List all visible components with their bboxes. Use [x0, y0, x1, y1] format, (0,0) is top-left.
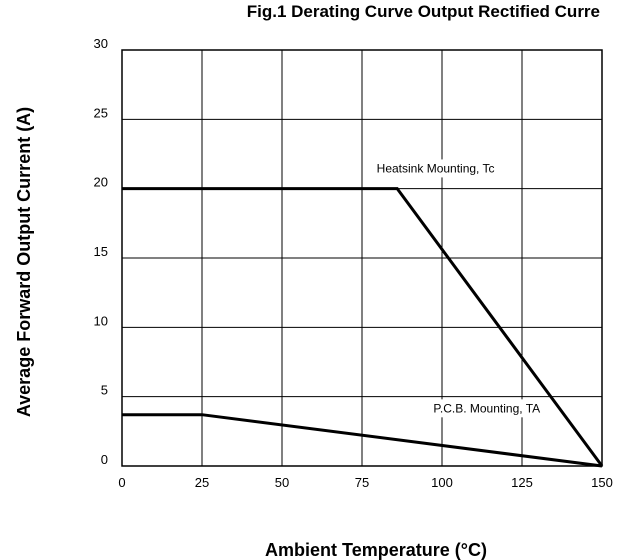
y-tick-label: 30 — [94, 36, 108, 51]
x-tick-label: 25 — [195, 475, 209, 490]
x-tick-label: 75 — [355, 475, 369, 490]
x-tick-label: 150 — [591, 475, 613, 490]
annotations-layer: Heatsink Mounting, Tc P.C.B. Mounting, TA — [372, 159, 545, 418]
x-tick-label: 125 — [511, 475, 533, 490]
x-tick-label: 50 — [275, 475, 289, 490]
series-layer — [122, 187, 604, 468]
annotation-background — [372, 159, 499, 178]
series-line-2 — [122, 413, 603, 468]
plot-frame — [121, 49, 603, 467]
series-line-1 — [122, 187, 604, 467]
chart-title: Fig.1 Derating Curve Output Rectified Cu… — [247, 2, 600, 21]
annotation-label: Heatsink Mounting, Tc — [377, 161, 495, 175]
y-tick-label: 5 — [101, 383, 108, 398]
x-axis-label: Ambient Temperature (°C) — [265, 540, 487, 560]
y-tick-label: 25 — [94, 105, 108, 120]
y-axis-label: Average Forward Output Current (A) — [14, 107, 34, 417]
y-tick-label: 15 — [94, 244, 108, 259]
y-tick-label: 0 — [101, 452, 108, 467]
x-tick-label: 0 — [118, 475, 125, 490]
y-tick-label: 10 — [94, 313, 108, 328]
annotation-background — [429, 399, 545, 418]
annotation-label: P.C.B. Mounting, TA — [433, 401, 540, 415]
x-tick-label: 100 — [431, 475, 453, 490]
tick-labels: 0 25 50 75 100 125 150 0 5 10 15 20 25 30 — [94, 36, 613, 490]
y-tick-label: 20 — [94, 175, 108, 190]
